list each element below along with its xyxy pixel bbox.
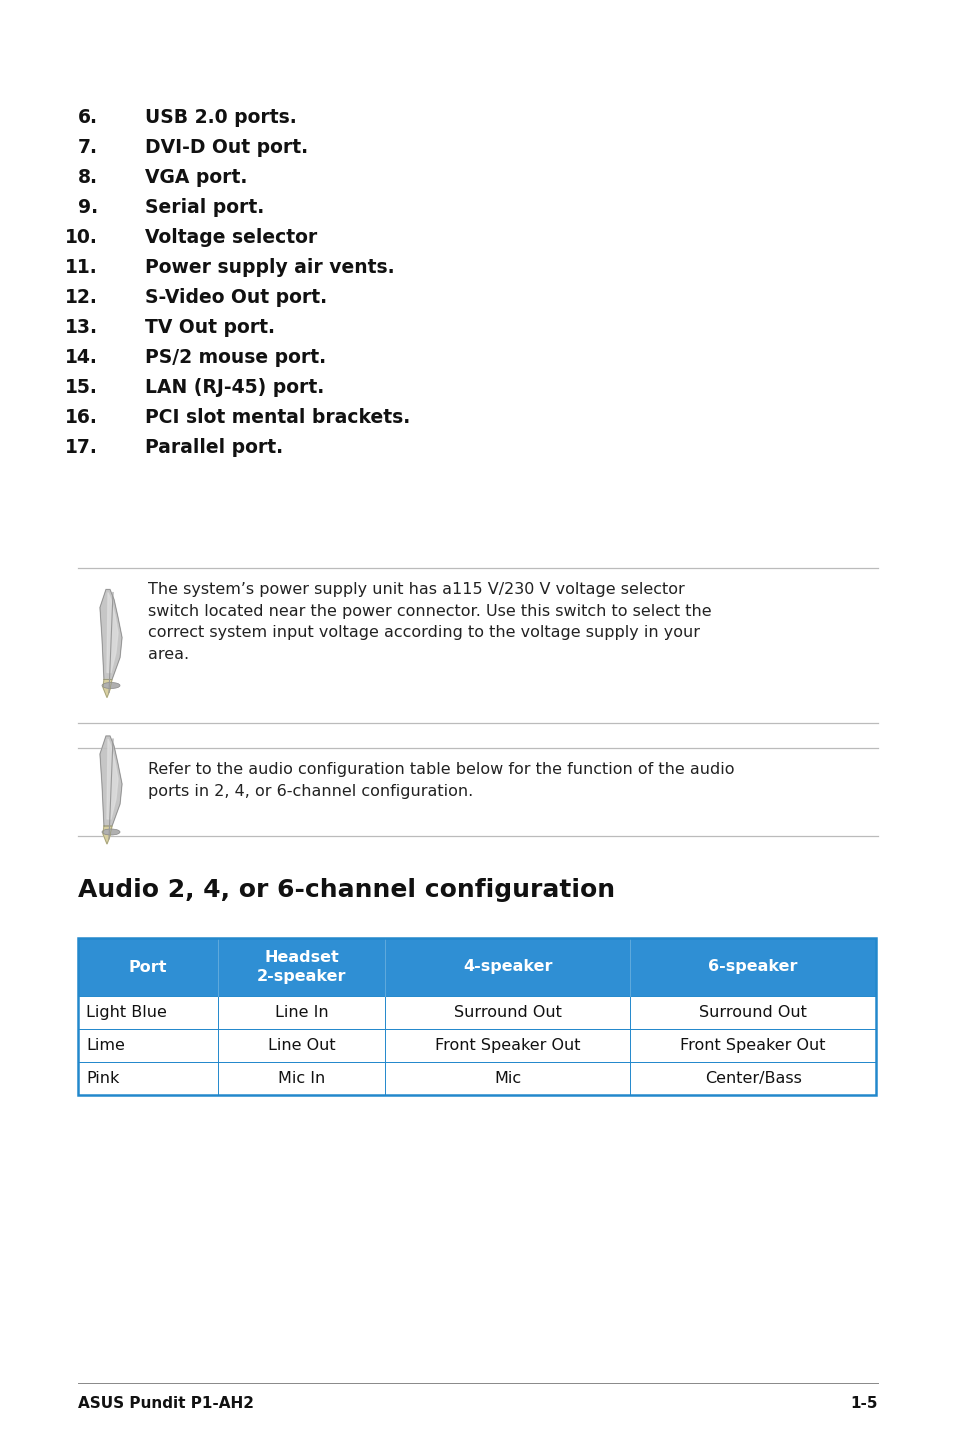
- Text: Parallel port.: Parallel port.: [145, 439, 283, 457]
- Bar: [78, 938, 875, 1094]
- Text: Front Speaker Out: Front Speaker Out: [679, 1038, 825, 1053]
- Text: Mic: Mic: [494, 1071, 520, 1086]
- Text: 17.: 17.: [65, 439, 98, 457]
- Text: DVI-D Out port.: DVI-D Out port.: [145, 138, 308, 157]
- Text: 7.: 7.: [78, 138, 98, 157]
- Text: Surround Out: Surround Out: [699, 1005, 806, 1020]
- Text: 8.: 8.: [78, 168, 98, 187]
- Bar: [78, 1063, 875, 1094]
- Text: 6.: 6.: [78, 108, 98, 127]
- Text: Mic In: Mic In: [277, 1071, 325, 1086]
- Text: 1-5: 1-5: [850, 1395, 877, 1411]
- Text: Power supply air vents.: Power supply air vents.: [145, 257, 395, 278]
- Text: 12.: 12.: [65, 288, 98, 306]
- Text: ASUS Pundit P1-AH2: ASUS Pundit P1-AH2: [78, 1395, 253, 1411]
- Polygon shape: [103, 680, 112, 697]
- Text: Audio 2, 4, or 6-channel configuration: Audio 2, 4, or 6-channel configuration: [78, 879, 615, 902]
- Text: 15.: 15.: [65, 378, 98, 397]
- Bar: [78, 1030, 875, 1063]
- Bar: [78, 997, 875, 1030]
- Text: TV Out port.: TV Out port.: [145, 318, 274, 336]
- Text: Port: Port: [129, 959, 167, 975]
- Polygon shape: [103, 825, 112, 844]
- Text: S-Video Out port.: S-Video Out port.: [145, 288, 327, 306]
- Text: USB 2.0 ports.: USB 2.0 ports.: [145, 108, 296, 127]
- Text: Center/Bass: Center/Bass: [704, 1071, 801, 1086]
- Text: Surround Out: Surround Out: [454, 1005, 561, 1020]
- Polygon shape: [100, 736, 122, 825]
- Text: Refer to the audio configuration table below for the function of the audio
ports: Refer to the audio configuration table b…: [148, 762, 734, 798]
- Text: Pink: Pink: [86, 1071, 119, 1086]
- Polygon shape: [107, 739, 118, 820]
- Text: Voltage selector: Voltage selector: [145, 229, 317, 247]
- Text: 4-speaker: 4-speaker: [462, 959, 552, 975]
- Text: Lime: Lime: [86, 1038, 125, 1053]
- Text: PCI slot mental brackets.: PCI slot mental brackets.: [145, 408, 410, 427]
- Text: Line In: Line In: [274, 1005, 328, 1020]
- Text: Serial port.: Serial port.: [145, 198, 264, 217]
- Text: 6-speaker: 6-speaker: [708, 959, 797, 975]
- Polygon shape: [107, 592, 118, 673]
- Bar: [78, 938, 875, 997]
- Text: PS/2 mouse port.: PS/2 mouse port.: [145, 348, 326, 367]
- Text: The system’s power supply unit has a115 V/230 V voltage selector
switch located : The system’s power supply unit has a115 …: [148, 582, 711, 661]
- Ellipse shape: [102, 828, 120, 835]
- Text: 13.: 13.: [65, 318, 98, 336]
- Ellipse shape: [102, 683, 120, 689]
- Text: 11.: 11.: [65, 257, 98, 278]
- Text: Front Speaker Out: Front Speaker Out: [435, 1038, 579, 1053]
- Text: VGA port.: VGA port.: [145, 168, 247, 187]
- Text: 16.: 16.: [65, 408, 98, 427]
- Text: 14.: 14.: [65, 348, 98, 367]
- Text: 10.: 10.: [65, 229, 98, 247]
- Text: Headset
2-speaker: Headset 2-speaker: [256, 951, 346, 984]
- Text: LAN (RJ-45) port.: LAN (RJ-45) port.: [145, 378, 324, 397]
- Text: Light Blue: Light Blue: [86, 1005, 167, 1020]
- Text: Line Out: Line Out: [268, 1038, 335, 1053]
- Text: 9.: 9.: [78, 198, 98, 217]
- Polygon shape: [100, 590, 122, 680]
